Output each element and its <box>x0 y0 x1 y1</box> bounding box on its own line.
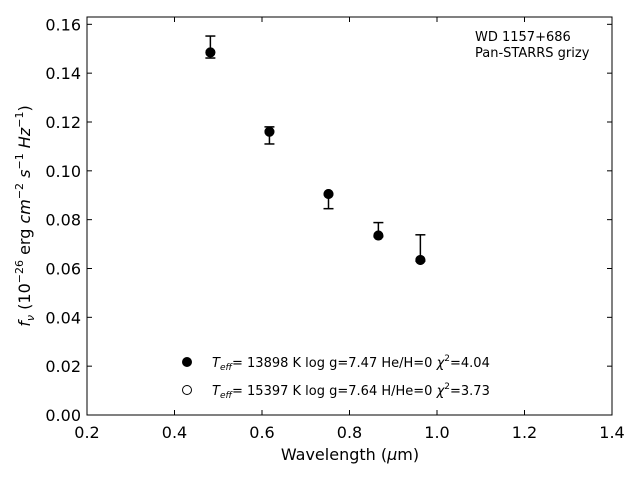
annotation-line2: Pan-STARRS grizy <box>475 46 590 61</box>
x-tick-label: 0.4 <box>162 423 187 442</box>
x-tick-label: 0.8 <box>337 423 362 442</box>
y-tick-label: 0.16 <box>45 15 81 34</box>
y-tick-label: 0.08 <box>45 211 81 230</box>
x-axis-ticks: 0.2 0.4 0.6 0.8 1.0 1.2 1.4 <box>74 17 625 442</box>
y-axis-label: fν (10−26 erg cm−2 s−1 Hz−1) <box>13 105 37 326</box>
x-tick-label: 0.6 <box>249 423 274 442</box>
y-tick-label: 0.04 <box>45 308 81 327</box>
x-tick-label: 1.4 <box>599 423 624 442</box>
y-tick-label: 0.14 <box>45 64 81 83</box>
legend-label: Teff= 15397 K log g=7.64 H/He=0 χ2=3.73 <box>212 382 490 401</box>
data-points <box>205 47 426 265</box>
x-axis-label: Wavelength (μm) <box>281 445 419 464</box>
y-tick-label: 0.02 <box>45 357 81 376</box>
x-tick-label: 1.2 <box>512 423 537 442</box>
filled-circle-point <box>373 230 384 241</box>
y-axis-ticks: 0.00 0.02 0.04 0.06 0.08 0.10 0.12 0.14 0.16 <box>45 15 612 425</box>
legend-item: Teff= 15397 K log g=7.64 H/He=0 χ2=3.73 <box>182 382 490 401</box>
filled-circle-point <box>415 254 426 265</box>
legend-item: Teff= 13898 K log g=7.47 He/H=0 χ2=4.04 <box>182 354 490 373</box>
y-tick-label: 0.12 <box>45 113 81 132</box>
annotation-line1: WD 1157+686 <box>475 30 571 45</box>
filled-circle-point <box>323 189 334 200</box>
legend-label: Teff= 13898 K log g=7.47 He/H=0 χ2=4.04 <box>212 354 490 373</box>
filled-circle-legend-marker <box>182 357 192 367</box>
x-tick-label: 0.2 <box>74 423 99 442</box>
legend: Teff= 13898 K log g=7.47 He/H=0 χ2=4.04 T… <box>182 354 490 401</box>
filled-circle-point <box>205 47 216 58</box>
x-tick-label: 1.0 <box>424 423 449 442</box>
error-bars <box>205 35 426 262</box>
y-tick-label: 0.00 <box>45 406 81 425</box>
y-tick-label: 0.10 <box>45 162 81 181</box>
filled-circle-point <box>264 126 275 137</box>
open-circle-legend-marker <box>182 385 192 395</box>
y-tick-label: 0.06 <box>45 259 81 278</box>
